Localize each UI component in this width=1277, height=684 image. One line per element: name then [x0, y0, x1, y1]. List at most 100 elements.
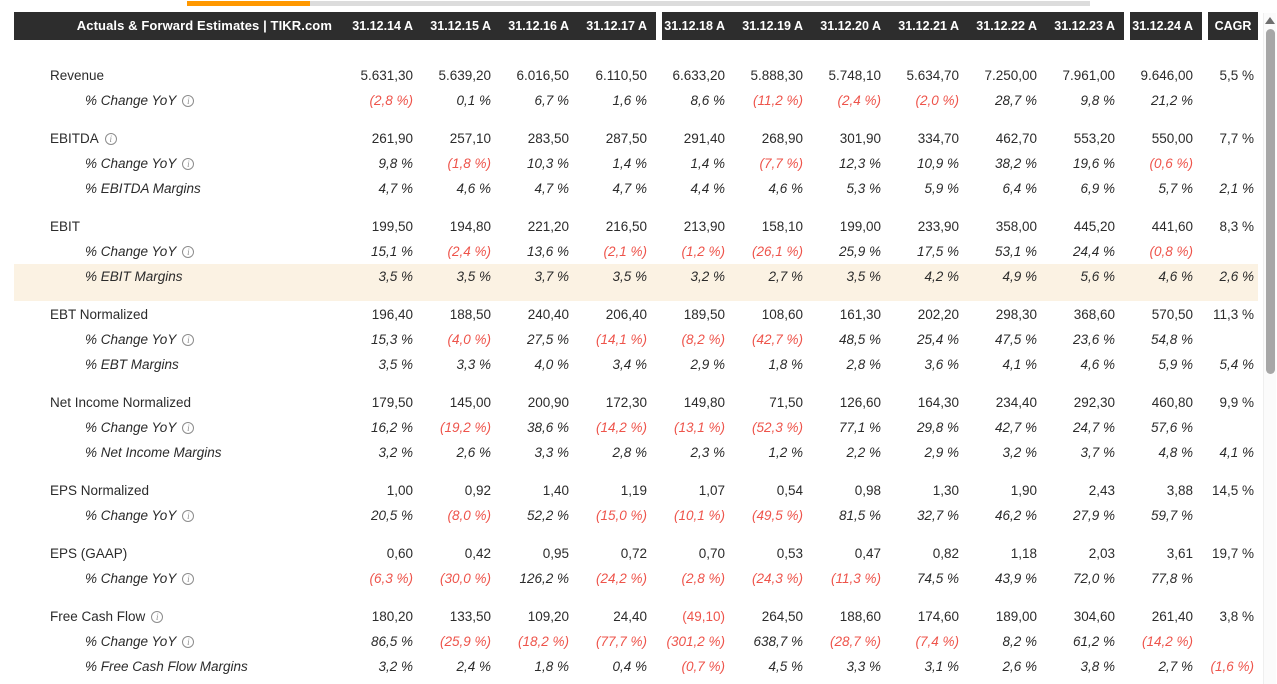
- row-label[interactable]: % Free Cash Flow Margins: [14, 659, 344, 674]
- cell: 1,6 %: [612, 93, 647, 108]
- cell: 180,20: [371, 609, 413, 624]
- info-icon[interactable]: i: [182, 573, 195, 585]
- cell: 4,5 %: [768, 659, 803, 674]
- row-label[interactable]: EPS Normalized: [14, 483, 344, 498]
- cell: 3,5 %: [846, 269, 881, 284]
- cell: (13,1 %): [673, 420, 725, 435]
- cell: 24,7 %: [1072, 420, 1115, 435]
- table-row: % Change YoY i 9,8 % (1,8 %) 10,3 % 1,4 % 1,4 …: [14, 151, 1258, 176]
- cell: 3,3 %: [456, 357, 491, 372]
- cell: 27,5 %: [526, 332, 569, 347]
- cell: (28,7 %): [829, 634, 881, 649]
- row-label[interactable]: % EBIT Margins: [14, 269, 344, 284]
- cell: (10,1 %): [673, 508, 725, 523]
- table-title: Actuals & Forward Estimates | TIKR.com: [14, 12, 344, 40]
- info-icon[interactable]: i: [182, 334, 195, 346]
- row-label[interactable]: EBIT: [14, 219, 344, 234]
- info-icon[interactable]: i: [182, 422, 195, 434]
- cell: 8,3 %: [1219, 219, 1254, 234]
- cell: 179,50: [371, 395, 413, 410]
- info-icon[interactable]: i: [182, 95, 195, 107]
- cell: (0,6 %): [1149, 156, 1193, 171]
- cell: (25,9 %): [439, 634, 491, 649]
- cell: 2,9 %: [924, 445, 959, 460]
- table-body: Revenue 5.631,30 5.639,20 6.016,50 6.110,50 6…: [14, 63, 1258, 679]
- cell: 4,4 %: [690, 181, 725, 196]
- horizontal-scrollbar[interactable]: [187, 1, 1090, 6]
- cell: (52,3 %): [751, 420, 803, 435]
- row-label[interactable]: % Change YoY i: [14, 244, 344, 259]
- cell: 0,4 %: [612, 659, 647, 674]
- cell: 4,6 %: [1080, 357, 1115, 372]
- cell: 550,00: [1151, 131, 1193, 146]
- cell: 6,9 %: [1080, 181, 1115, 196]
- row-label[interactable]: % Change YoY i: [14, 634, 344, 649]
- cell: (18,2 %): [517, 634, 569, 649]
- row-label-text: Net Income Normalized: [50, 395, 192, 410]
- info-icon[interactable]: i: [104, 133, 117, 145]
- cell: (14,2 %): [595, 420, 647, 435]
- cell: 3,88: [1166, 483, 1193, 498]
- cell: 4,6 %: [456, 181, 491, 196]
- row-label[interactable]: % Change YoY i: [14, 508, 344, 523]
- cell: (77,7 %): [595, 634, 647, 649]
- cell: 291,40: [683, 131, 725, 146]
- row-label[interactable]: % Change YoY i: [14, 571, 344, 586]
- row-label[interactable]: % Change YoY i: [14, 93, 344, 108]
- cell: (24,3 %): [751, 571, 803, 586]
- row-label[interactable]: % Change YoY i: [14, 156, 344, 171]
- cell: 189,50: [683, 307, 725, 322]
- cell: 86,5 %: [370, 634, 413, 649]
- cell: 4,7 %: [378, 181, 413, 196]
- cell: (2,4 %): [447, 244, 491, 259]
- vertical-scrollbar-thumb[interactable]: [1265, 29, 1275, 374]
- cell: 5,7 %: [1158, 181, 1193, 196]
- row-label[interactable]: % Change YoY i: [14, 332, 344, 347]
- row-label[interactable]: % Change YoY i: [14, 420, 344, 435]
- info-icon[interactable]: i: [182, 246, 195, 258]
- cell: 0,60: [386, 546, 413, 561]
- cell: 4,0 %: [534, 357, 569, 372]
- row-label[interactable]: Free Cash Flow i: [14, 609, 344, 624]
- info-icon[interactable]: i: [182, 510, 195, 522]
- cell: 8,6 %: [690, 93, 725, 108]
- cell: 234,40: [995, 395, 1037, 410]
- table-row: EBIT 199,50 194,80 221,20 216,50 213,90 158,10…: [14, 214, 1258, 239]
- cell: 19,7 %: [1211, 546, 1254, 561]
- cell: 15,3 %: [370, 332, 413, 347]
- cell: 1,40: [542, 483, 569, 498]
- cell: 268,90: [761, 131, 803, 146]
- row-label[interactable]: % Net Income Margins: [14, 445, 344, 460]
- row-label[interactable]: Revenue: [14, 68, 344, 83]
- cell: 172,30: [605, 395, 647, 410]
- column-header: 31.12.24 A: [1124, 12, 1202, 40]
- cell: 261,90: [371, 131, 413, 146]
- row-label[interactable]: EBITDA i: [14, 131, 344, 146]
- scroll-up-arrow-icon[interactable]: [1265, 17, 1275, 24]
- cell: 4,8 %: [1158, 445, 1193, 460]
- cell: (8,2 %): [681, 332, 725, 347]
- cell: 2,3 %: [690, 445, 725, 460]
- cell: 460,80: [1151, 395, 1193, 410]
- info-icon[interactable]: i: [182, 636, 195, 648]
- row-label[interactable]: % EBITDA Margins: [14, 181, 344, 196]
- cell: 61,2 %: [1072, 634, 1115, 649]
- row-label[interactable]: % EBT Margins: [14, 357, 344, 372]
- row-label[interactable]: EPS (GAAP): [14, 546, 344, 561]
- vertical-scrollbar[interactable]: [1263, 13, 1276, 684]
- cell: 1,2 %: [768, 445, 803, 460]
- cell: 2,43: [1088, 483, 1115, 498]
- row-label[interactable]: Net Income Normalized: [14, 395, 344, 410]
- cell: 48,5 %: [838, 332, 881, 347]
- cell: 257,10: [449, 131, 491, 146]
- cell: 27,9 %: [1072, 508, 1115, 523]
- row-label-text: % EBIT Margins: [85, 269, 183, 284]
- horizontal-scrollbar-thumb[interactable]: [187, 1, 310, 6]
- info-icon[interactable]: i: [151, 611, 164, 623]
- cell: (8,0 %): [447, 508, 491, 523]
- row-label[interactable]: EBT Normalized: [14, 307, 344, 322]
- cell: (1,6 %): [1210, 659, 1254, 674]
- info-icon[interactable]: i: [182, 158, 195, 170]
- cell: 3,5 %: [378, 269, 413, 284]
- cell: 13,6 %: [526, 244, 569, 259]
